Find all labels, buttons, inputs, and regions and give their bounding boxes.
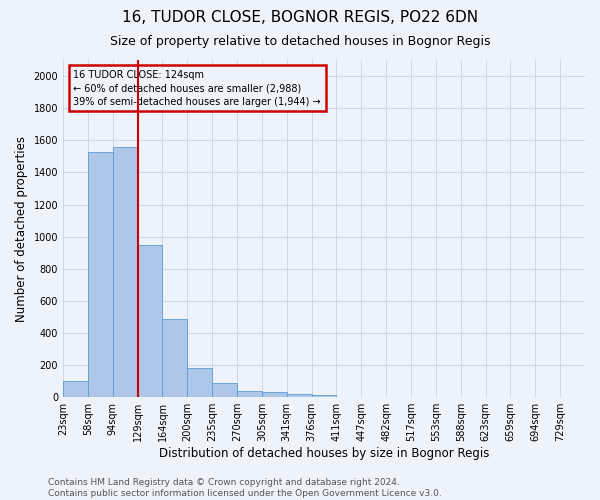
Bar — [212, 383, 237, 397]
Bar — [113, 146, 137, 397]
X-axis label: Distribution of detached houses by size in Bognor Regis: Distribution of detached houses by size … — [159, 447, 489, 460]
Bar — [163, 318, 187, 397]
Bar — [137, 244, 163, 397]
Bar — [262, 392, 287, 397]
Text: 16 TUDOR CLOSE: 124sqm
← 60% of detached houses are smaller (2,988)
39% of semi-: 16 TUDOR CLOSE: 124sqm ← 60% of detached… — [73, 70, 321, 106]
Text: Contains HM Land Registry data © Crown copyright and database right 2024.
Contai: Contains HM Land Registry data © Crown c… — [48, 478, 442, 498]
Text: 16, TUDOR CLOSE, BOGNOR REGIS, PO22 6DN: 16, TUDOR CLOSE, BOGNOR REGIS, PO22 6DN — [122, 10, 478, 25]
Bar — [311, 395, 337, 397]
Bar — [88, 152, 113, 397]
Text: Size of property relative to detached houses in Bognor Regis: Size of property relative to detached ho… — [110, 35, 490, 48]
Bar — [287, 394, 311, 397]
Bar — [63, 381, 88, 397]
Bar — [187, 368, 212, 397]
Y-axis label: Number of detached properties: Number of detached properties — [15, 136, 28, 322]
Bar — [237, 391, 262, 397]
